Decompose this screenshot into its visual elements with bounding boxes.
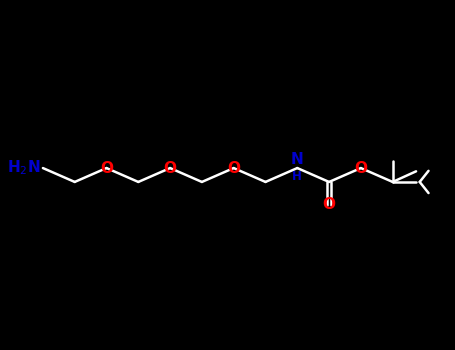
Text: O: O	[354, 161, 367, 176]
Text: O: O	[164, 161, 177, 176]
Text: O: O	[227, 161, 240, 176]
Text: O: O	[100, 161, 113, 176]
Text: H$_2$N: H$_2$N	[7, 159, 40, 177]
Text: O: O	[323, 197, 336, 212]
Text: N: N	[291, 152, 303, 167]
Text: H: H	[293, 170, 302, 183]
